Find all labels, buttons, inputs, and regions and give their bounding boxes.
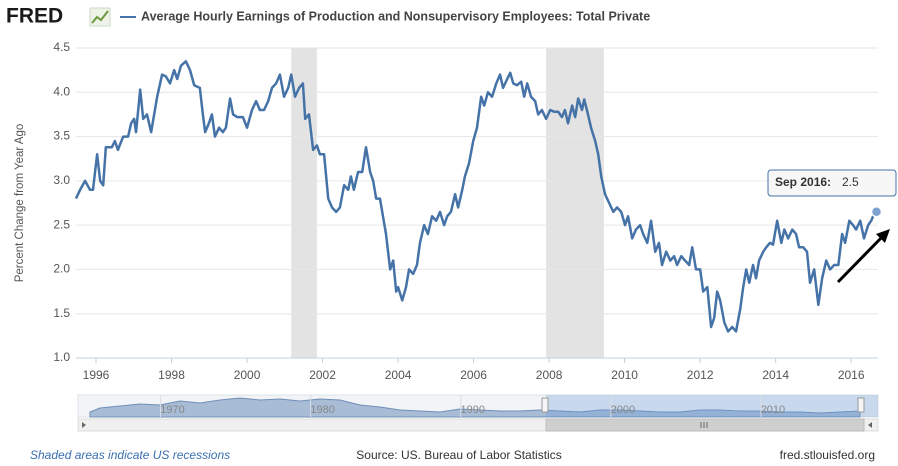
y-tick-label: 2.0 (53, 262, 70, 276)
logo-icon (89, 7, 111, 27)
x-tick-label: 2004 (385, 368, 412, 382)
annotation-arrow (836, 229, 890, 284)
x-tick-label: 2010 (611, 368, 638, 382)
chart-title: Average Hourly Earnings of Production an… (141, 9, 650, 23)
tooltip: Sep 2016: 2.5 (767, 169, 897, 197)
y-tick-label: 2.5 (53, 217, 70, 231)
x-tick-label: 1998 (158, 368, 185, 382)
y-tick-label: 3.5 (53, 129, 70, 143)
footer-url: fred.stlouisfed.org (780, 448, 875, 462)
navigator-tick-label: 2000 (611, 404, 635, 416)
tooltip-value: 2.5 (842, 175, 859, 189)
plot-area (76, 48, 878, 358)
x-tick-label: 2000 (234, 368, 261, 382)
x-tick-label: 2002 (309, 368, 336, 382)
x-tick-label: 2014 (762, 368, 789, 382)
tooltip-date: Sep 2016: (775, 175, 831, 189)
navigator-tick-label: 1970 (160, 404, 184, 416)
series-line (74, 60, 878, 333)
y-tick-label: 4.0 (53, 84, 70, 98)
x-tick-label: 2006 (460, 368, 487, 382)
footer-recessions: Shaded areas indicate US recessions (30, 448, 230, 462)
y-axis-label: Percent Change from Year Ago (14, 124, 26, 283)
y-tick-label: 1.0 (53, 350, 70, 364)
navigator-tick-label: 1990 (461, 404, 485, 416)
navigator-tick-label: 2010 (761, 404, 785, 416)
recession-band (546, 48, 604, 358)
x-tick-label: 2016 (838, 368, 865, 382)
brand-logo: FRED (6, 5, 63, 28)
y-tick-label: 3.0 (53, 173, 70, 187)
highlight-point (870, 205, 883, 218)
y-tick-label: 1.5 (53, 306, 70, 320)
navigator-tick-label: 1980 (310, 404, 334, 416)
x-tick-label: 2012 (687, 368, 714, 382)
navigator (77, 394, 879, 432)
x-tick-label: 1996 (83, 368, 110, 382)
y-tick-label: 4.5 (53, 40, 70, 54)
x-tick-label: 2008 (536, 368, 563, 382)
footer-source: Source: US. Bureau of Labor Statistics (356, 448, 561, 462)
